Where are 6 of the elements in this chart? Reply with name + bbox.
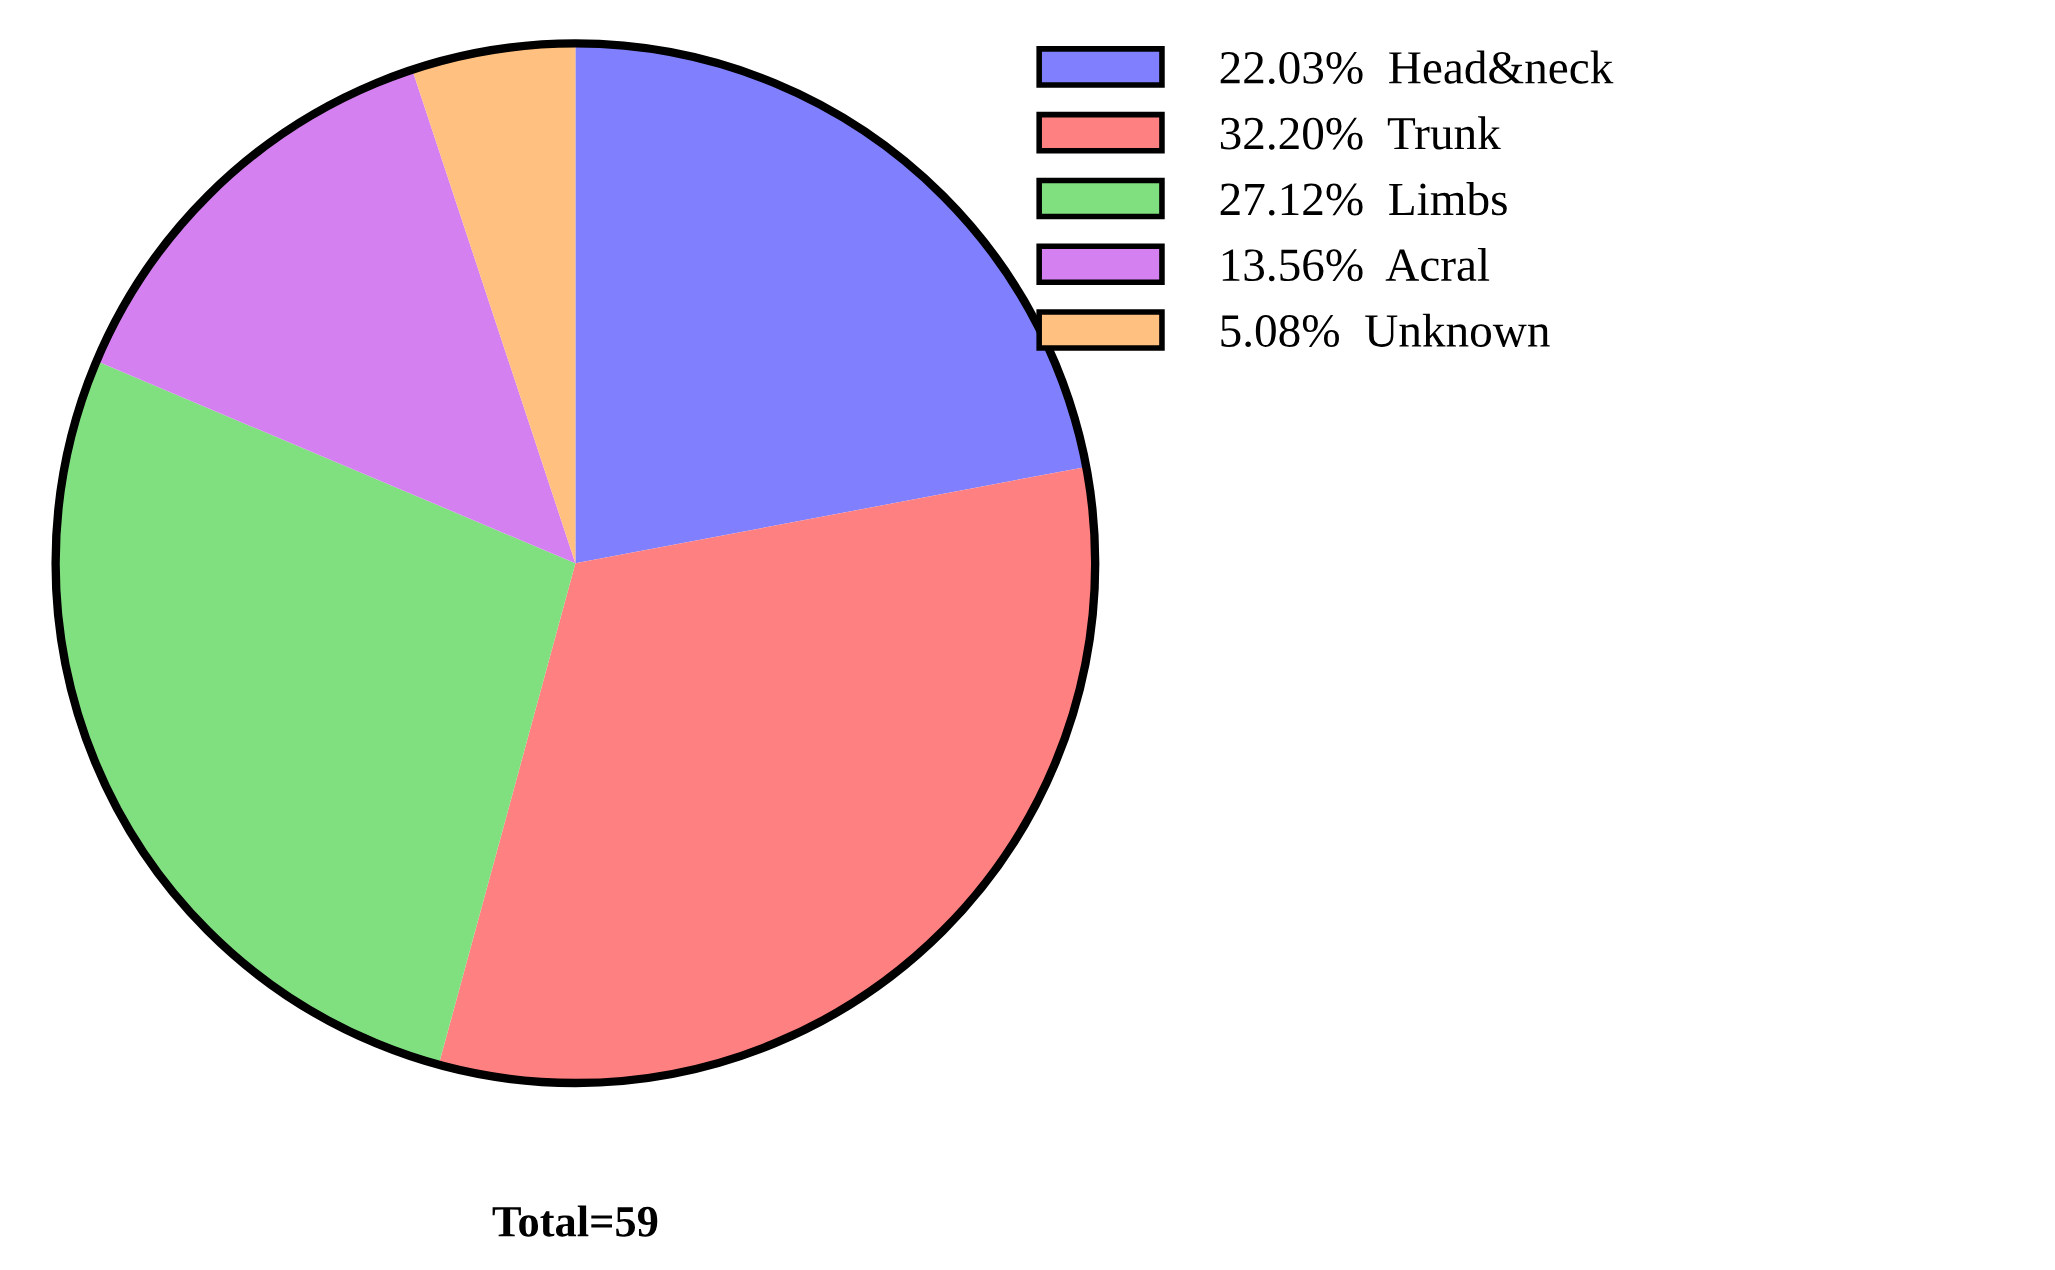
legend-label: 5.08% Unknown	[1221, 313, 1550, 348]
text: Total=59	[492, 1205, 658, 1237]
legend-label: 32.20% Trunk	[1220, 116, 1501, 150]
legend-label: 22.03% Head&neck	[1220, 50, 1614, 84]
legend-label: 13.56% Acral	[1222, 247, 1490, 282]
legend-label: 27.12% Limbs	[1220, 182, 1507, 216]
